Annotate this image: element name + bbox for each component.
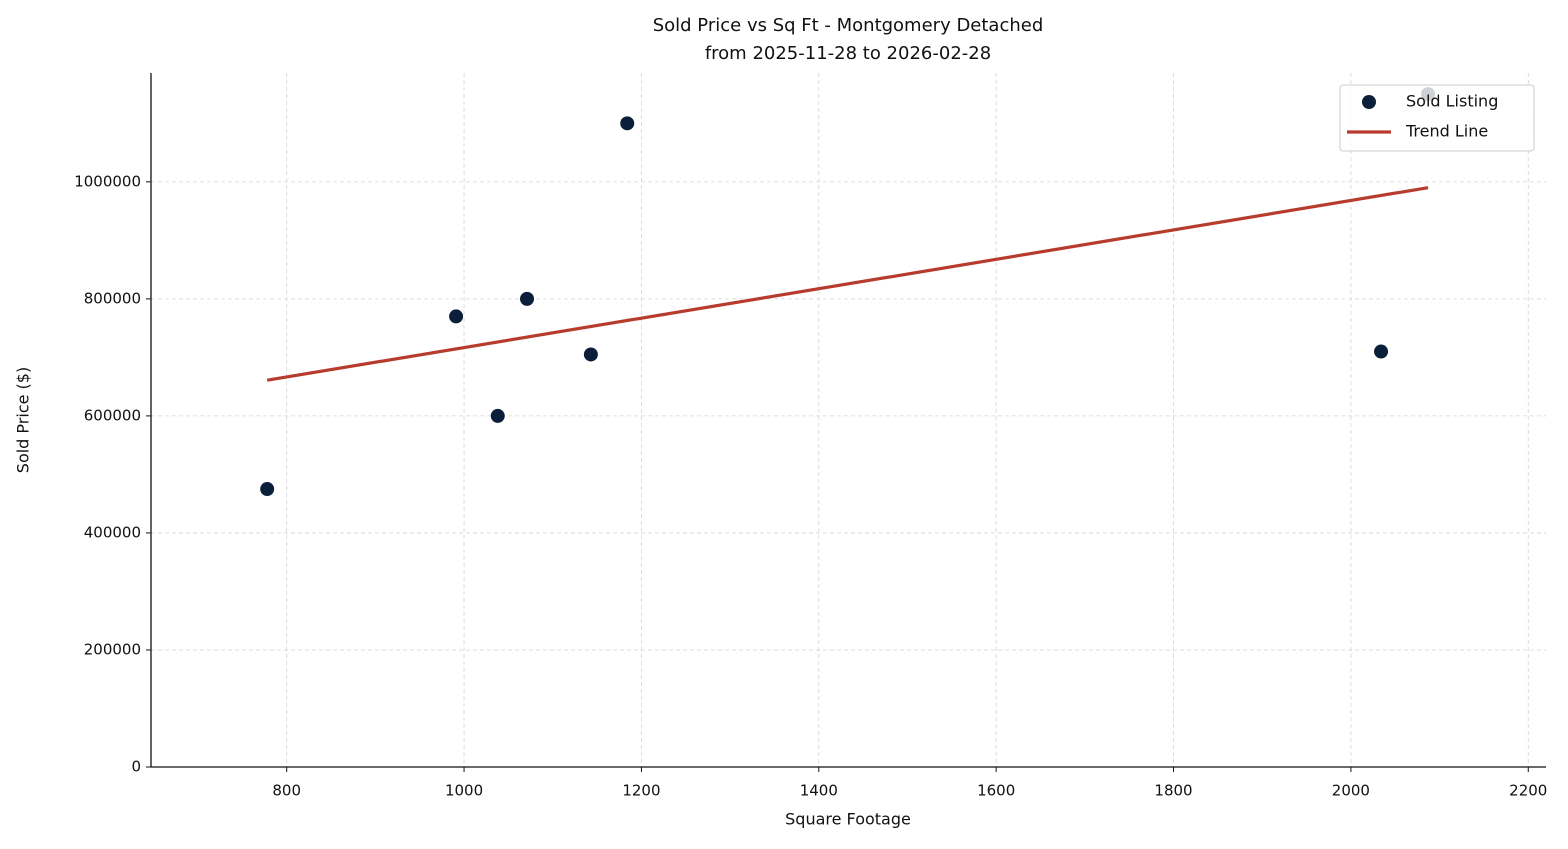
trend-line <box>266 186 1429 382</box>
chart-subtitle: from 2025-11-28 to 2026-02-28 <box>705 43 991 64</box>
point <box>620 116 635 131</box>
x-axis-label: Square Footage <box>785 810 911 829</box>
y-tick-label: 800000 <box>84 289 141 307</box>
x-tick-label: 1200 <box>622 782 660 800</box>
point <box>583 347 598 362</box>
legend-label: Trend Line <box>1405 122 1488 141</box>
y-tick-label: 600000 <box>84 406 141 424</box>
chart-title: Sold Price vs Sq Ft - Montgomery Detache… <box>653 15 1044 36</box>
y-tick-label: 400000 <box>84 523 141 541</box>
x-tick-label: 1800 <box>1154 782 1192 800</box>
point <box>1374 344 1389 359</box>
legend-label: Sold Listing <box>1406 92 1498 111</box>
point <box>490 408 505 423</box>
x-tick-label: 2200 <box>1509 782 1547 800</box>
x-tick-label: 1000 <box>445 782 483 800</box>
y-tick-label: 200000 <box>84 640 141 658</box>
y-axis-label: Sold Price ($) <box>14 367 33 473</box>
point <box>449 309 464 324</box>
y-tick-label: 0 <box>131 758 141 776</box>
x-tick-label: 2000 <box>1332 782 1370 800</box>
x-tick-label: 1600 <box>977 782 1015 800</box>
legend-box <box>1339 84 1535 152</box>
legend-swatch <box>1362 95 1376 109</box>
point <box>260 482 275 497</box>
x-tick-label: 800 <box>272 782 301 800</box>
point <box>520 291 535 306</box>
y-tick-label: 1000000 <box>74 172 141 190</box>
x-tick-label: 1400 <box>800 782 838 800</box>
